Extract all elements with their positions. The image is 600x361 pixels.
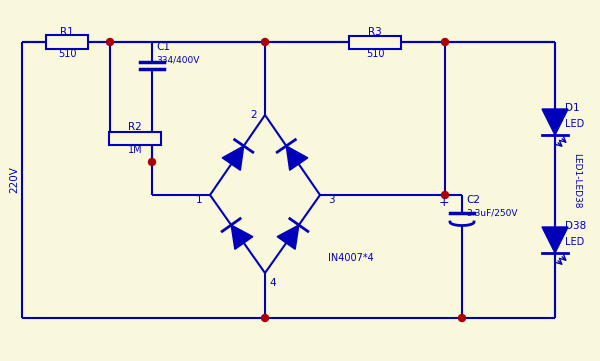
Text: R2: R2 bbox=[128, 122, 142, 132]
Circle shape bbox=[458, 314, 466, 322]
Text: 1M: 1M bbox=[128, 145, 142, 155]
Bar bbox=[349, 35, 401, 48]
Text: 510: 510 bbox=[366, 49, 384, 59]
Text: LED: LED bbox=[565, 119, 584, 129]
Text: R3: R3 bbox=[368, 27, 382, 37]
Text: R1: R1 bbox=[60, 27, 74, 37]
Polygon shape bbox=[542, 109, 568, 135]
Circle shape bbox=[107, 39, 113, 45]
Circle shape bbox=[149, 158, 155, 165]
Text: C2: C2 bbox=[466, 195, 480, 205]
Polygon shape bbox=[231, 225, 253, 249]
Text: LED: LED bbox=[565, 237, 584, 247]
Text: 4: 4 bbox=[269, 278, 275, 288]
Bar bbox=[109, 131, 161, 144]
Polygon shape bbox=[277, 225, 299, 249]
Text: 3.3uF/250V: 3.3uF/250V bbox=[466, 209, 517, 217]
Circle shape bbox=[442, 39, 449, 45]
Text: 1: 1 bbox=[196, 195, 202, 205]
Text: +: + bbox=[439, 196, 449, 209]
Text: 3: 3 bbox=[328, 195, 335, 205]
Text: D38: D38 bbox=[565, 221, 586, 231]
Polygon shape bbox=[286, 146, 308, 170]
Polygon shape bbox=[222, 146, 244, 170]
Text: C1: C1 bbox=[156, 42, 170, 52]
Text: 2: 2 bbox=[250, 110, 257, 120]
Text: 220V: 220V bbox=[9, 166, 19, 193]
Text: IN4007*4: IN4007*4 bbox=[328, 253, 374, 263]
Bar bbox=[46, 35, 88, 49]
Text: 510: 510 bbox=[58, 49, 76, 59]
Circle shape bbox=[442, 191, 449, 199]
Polygon shape bbox=[542, 227, 568, 253]
Text: D1: D1 bbox=[565, 103, 580, 113]
Text: 334/400V: 334/400V bbox=[156, 56, 199, 65]
Circle shape bbox=[262, 39, 269, 45]
Text: LED1-LED38: LED1-LED38 bbox=[572, 153, 581, 209]
Circle shape bbox=[262, 314, 269, 322]
